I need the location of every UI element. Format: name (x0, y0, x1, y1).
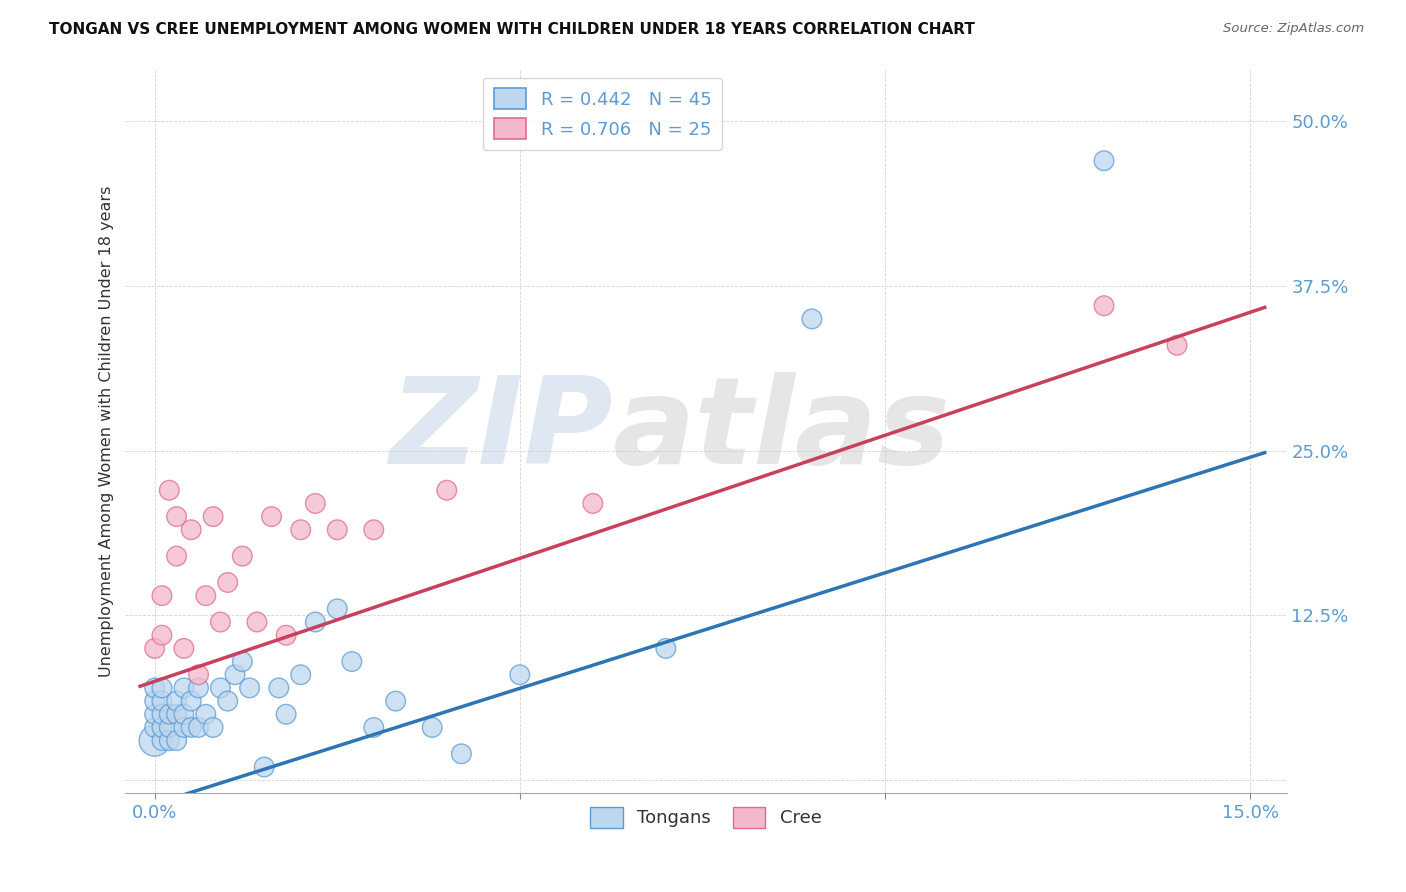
Point (246, 615, 269, 629)
Point (267, 681, 290, 695)
Point (166, 549, 188, 563)
Point (304, 615, 326, 629)
Point (187, 681, 209, 695)
Point (143, 694, 166, 708)
Point (1092, 299, 1115, 313)
Point (194, 589, 217, 603)
Point (326, 523, 349, 537)
Point (276, 628, 298, 642)
Text: ZIP: ZIP (389, 373, 613, 490)
Point (209, 615, 232, 629)
Point (143, 681, 166, 695)
Point (304, 496, 326, 510)
Point (450, 747, 472, 761)
Point (143, 721, 166, 735)
Point (173, 641, 195, 656)
Point (150, 733, 173, 747)
Point (143, 733, 166, 747)
Point (173, 721, 195, 735)
Point (231, 655, 253, 669)
Point (326, 602, 349, 616)
Point (150, 589, 173, 603)
Point (1092, 153, 1115, 168)
Point (150, 694, 173, 708)
Point (166, 509, 188, 524)
Point (340, 655, 363, 669)
Point (290, 523, 312, 537)
Point (1166, 338, 1188, 352)
Point (157, 733, 180, 747)
Point (231, 549, 253, 563)
Point (239, 681, 262, 695)
Point (187, 667, 209, 681)
Point (509, 667, 531, 681)
Point (157, 483, 180, 498)
Point (150, 721, 173, 735)
Text: Source: ZipAtlas.com: Source: ZipAtlas.com (1223, 22, 1364, 36)
Point (180, 721, 202, 735)
Point (202, 721, 225, 735)
Point (166, 694, 188, 708)
Point (800, 312, 823, 326)
Point (150, 681, 173, 695)
Text: atlas: atlas (613, 373, 952, 490)
Y-axis label: Unemployment Among Women with Children Under 18 years: Unemployment Among Women with Children U… (100, 186, 114, 677)
Point (157, 707, 180, 722)
Point (260, 509, 283, 524)
Point (217, 694, 239, 708)
Text: TONGAN VS CREE UNEMPLOYMENT AMONG WOMEN WITH CHILDREN UNDER 18 YEARS CORRELATION: TONGAN VS CREE UNEMPLOYMENT AMONG WOMEN … (49, 22, 976, 37)
Point (209, 681, 232, 695)
Point (187, 721, 209, 735)
Point (143, 707, 166, 722)
Point (173, 707, 195, 722)
Point (384, 694, 406, 708)
Point (363, 523, 385, 537)
Point (150, 628, 173, 642)
Point (202, 509, 225, 524)
Point (143, 641, 166, 656)
Point (420, 721, 443, 735)
Point (194, 707, 217, 722)
Point (180, 523, 202, 537)
Point (166, 707, 188, 722)
Point (217, 575, 239, 590)
Point (180, 694, 202, 708)
Point (173, 681, 195, 695)
Point (157, 721, 180, 735)
Point (224, 667, 246, 681)
Point (655, 641, 678, 656)
Legend: Tongans, Cree: Tongans, Cree (583, 800, 830, 835)
Point (436, 483, 458, 498)
Point (166, 733, 188, 747)
Point (363, 721, 385, 735)
Point (276, 707, 298, 722)
Point (150, 707, 173, 722)
Point (253, 760, 276, 774)
Point (582, 496, 605, 510)
Point (290, 667, 312, 681)
